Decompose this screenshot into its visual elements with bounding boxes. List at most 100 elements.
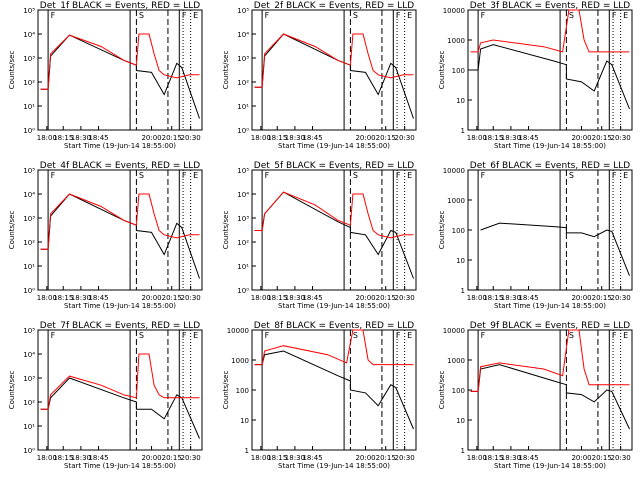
series-line-events (470, 44, 630, 110)
x-tick-label: 18:45 (518, 134, 538, 142)
x-tick-label: 18:00 (467, 134, 487, 142)
y-axis-label: Counts/sec (438, 51, 446, 90)
event-marker-label: S (353, 331, 358, 340)
event-marker-label: E (407, 331, 412, 340)
chart-title: Det_5f BLACK = Events, RED = LLD (254, 161, 414, 171)
plot-frame (37, 169, 203, 291)
chart-panel-1: Det_1f BLACK = Events, RED = LLD 10⁰ 10¹ 10… (8, 1, 203, 150)
y-tick-label: 10¹ (23, 423, 35, 431)
y-axis-label: Counts/sec (222, 211, 230, 250)
x-tick-label: 18:15 (53, 454, 73, 462)
y-tick-label: 10³ (237, 215, 249, 223)
y-tick-label: 10⁰ (23, 127, 35, 135)
y-tick-label: 10² (237, 239, 249, 247)
x-tick-label: 18:15 (483, 294, 503, 302)
x-tick-label: 18:15 (267, 294, 287, 302)
plot-frame (37, 9, 203, 131)
x-tick-label: 18:45 (88, 454, 108, 462)
y-tick-label: 10¹ (237, 263, 249, 271)
y-tick-label: 10⁵ (237, 167, 249, 175)
event-marker-label: F (481, 331, 486, 340)
x-tick-label: 20:30 (395, 454, 415, 462)
chart-title: Det_8f BLACK = Events, RED = LLD (254, 321, 414, 331)
y-tick-label: 10⁰ (23, 447, 35, 455)
event-marker-label: F (51, 171, 56, 180)
x-tick-label: 20:15 (162, 134, 182, 142)
event-marker-label: F (396, 171, 401, 180)
event-marker-label: S (353, 171, 358, 180)
chart-panel-4: Det_4f BLACK = Events, RED = LLD 10⁰ 10¹ 10… (8, 161, 203, 310)
x-tick-label: 18:45 (88, 294, 108, 302)
chart-panel-9: Det_9f BLACK = Events, RED = LLD 1 10 100 10… (438, 321, 633, 470)
y-tick-label: 10⁴ (237, 31, 249, 39)
x-tick-label: 18:45 (88, 134, 108, 142)
x-tick-label: 18:15 (483, 134, 503, 142)
event-marker-label: S (569, 11, 574, 20)
event-marker-label: E (623, 11, 628, 20)
y-tick-label: 10⁵ (23, 167, 35, 175)
series-line-events (40, 34, 200, 119)
series-line-events (40, 193, 200, 279)
x-axis-label: Start Time (19-Jun-14 18:55:00) (64, 302, 176, 310)
x-axis-label: Start Time (19-Jun-14 18:55:00) (278, 142, 390, 150)
series-line-lld (254, 33, 414, 88)
x-tick-label: 18:00 (37, 134, 57, 142)
y-tick-label: 10³ (23, 55, 35, 63)
x-axis-label: Start Time (19-Jun-14 18:55:00) (64, 462, 176, 470)
y-axis-label: Counts/sec (8, 211, 16, 250)
series-line-lld (254, 329, 414, 366)
chart-panel-7: Det_7f BLACK = Events, RED = LLD 10⁰ 10¹ 10… (8, 321, 203, 470)
event-marker-label: F (182, 11, 187, 20)
event-marker-label: F (182, 331, 187, 340)
y-tick-label: 10³ (23, 215, 35, 223)
x-tick-label: 18:30 (285, 454, 305, 462)
y-tick-label: 10⁰ (237, 127, 249, 135)
series-line-lld (470, 9, 630, 53)
event-marker-label: F (612, 11, 617, 20)
event-marker-label: F (612, 171, 617, 180)
x-tick-label: 18:00 (37, 454, 57, 462)
event-marker-label: F (265, 171, 270, 180)
chart-title: Det_1f BLACK = Events, RED = LLD (40, 1, 200, 11)
x-tick-label: 20:15 (162, 294, 182, 302)
x-axis-label: Start Time (19-Jun-14 18:55:00) (494, 462, 606, 470)
series-line-lld (40, 193, 200, 250)
y-tick-label: 100 (236, 387, 249, 395)
x-tick-label: 18:30 (71, 134, 91, 142)
x-tick-label: 18:30 (501, 294, 521, 302)
x-tick-label: 20:15 (376, 454, 396, 462)
x-tick-label: 20:00 (141, 134, 161, 142)
y-tick-label: 10¹ (23, 263, 35, 271)
chart-title: Det_2f BLACK = Events, RED = LLD (254, 1, 414, 11)
chart-title: Det_9f BLACK = Events, RED = LLD (470, 321, 630, 331)
event-marker-label: F (481, 171, 486, 180)
event-marker-label: F (265, 331, 270, 340)
x-tick-label: 18:15 (267, 134, 287, 142)
x-tick-label: 20:30 (611, 294, 631, 302)
y-axis-label: Counts/sec (438, 211, 446, 250)
y-tick-label: 10¹ (237, 103, 249, 111)
y-tick-label: 10¹ (23, 103, 35, 111)
chart-title: Det_6f BLACK = Events, RED = LLD (470, 161, 630, 171)
x-tick-label: 18:15 (53, 134, 73, 142)
y-tick-label: 1 (461, 447, 465, 455)
event-marker-label: E (623, 331, 628, 340)
y-tick-label: 1000 (231, 357, 249, 365)
x-tick-label: 20:00 (355, 294, 375, 302)
x-tick-label: 20:00 (141, 454, 161, 462)
y-tick-label: 1 (245, 447, 249, 455)
x-tick-label: 20:00 (571, 454, 591, 462)
y-tick-label: 10² (23, 79, 35, 87)
x-tick-label: 18:00 (467, 454, 487, 462)
series-line-lld (40, 33, 200, 90)
y-tick-label: 10⁴ (23, 31, 35, 39)
plot-frame (251, 169, 417, 291)
event-marker-label: F (51, 11, 56, 20)
x-tick-label: 18:30 (71, 454, 91, 462)
plot-frame (37, 329, 203, 451)
plot-frame (467, 9, 633, 131)
x-tick-label: 18:15 (483, 454, 503, 462)
y-tick-label: 1000 (447, 37, 465, 45)
x-tick-label: 18:45 (302, 454, 322, 462)
x-tick-label: 18:45 (302, 134, 322, 142)
